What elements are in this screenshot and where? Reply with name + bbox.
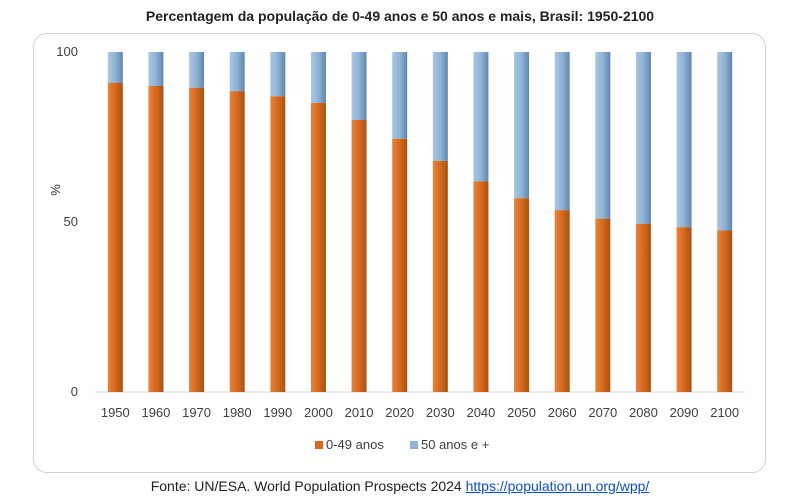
source-link[interactable]: https://population.un.org/wpp/ <box>465 478 650 494</box>
x-tick-label: 2080 <box>629 405 658 420</box>
bar-age-0-49 <box>148 86 164 392</box>
bar-age-0-49 <box>514 198 530 392</box>
source-note: Fonte: UN/ESA. World Population Prospect… <box>0 478 800 494</box>
y-tick-label: 0 <box>71 384 78 399</box>
bar-age-0-49 <box>432 160 448 392</box>
x-tick-label: 2070 <box>588 405 617 420</box>
bar-age-50-plus <box>676 52 692 228</box>
bar-age-0-49 <box>229 91 245 392</box>
bar-age-0-49 <box>310 103 326 392</box>
y-axis-label: % <box>48 184 63 196</box>
x-tick-label: 2040 <box>466 405 495 420</box>
bar-age-0-49 <box>351 120 367 392</box>
bar-age-50-plus <box>148 52 164 86</box>
x-tick-label: 1970 <box>182 405 211 420</box>
bar-age-0-49 <box>392 138 408 392</box>
bar-age-0-49 <box>635 223 651 392</box>
bar-age-0-49 <box>107 82 123 392</box>
bar-age-50-plus <box>554 52 570 211</box>
x-tick-label: 2020 <box>385 405 414 420</box>
x-tick-label: 1990 <box>263 405 292 420</box>
bar-age-50-plus <box>635 52 651 224</box>
legend-label: 50 anos e + <box>421 437 489 452</box>
x-tick-label: 1960 <box>141 405 170 420</box>
x-tick-label: 1950 <box>101 405 130 420</box>
x-tick-label: 2050 <box>507 405 536 420</box>
bar-age-0-49 <box>270 96 286 392</box>
bar-age-0-49 <box>473 181 489 392</box>
bar-age-50-plus <box>717 52 733 231</box>
bar-age-0-49 <box>189 87 205 392</box>
bar-age-50-plus <box>473 52 489 182</box>
chart-title: Percentagem da população de 0-49 anos e … <box>145 8 655 24</box>
bar-age-0-49 <box>595 218 611 392</box>
x-tick-label: 2030 <box>426 405 455 420</box>
bar-age-50-plus <box>189 52 205 88</box>
source-text: Fonte: UN/ESA. World Population Prospect… <box>150 478 462 494</box>
bar-age-50-plus <box>514 52 530 199</box>
legend-swatch <box>315 441 323 449</box>
bar-age-50-plus <box>270 52 286 97</box>
bar-age-0-49 <box>554 210 570 392</box>
x-tick-label: 2100 <box>710 405 739 420</box>
legend-swatch <box>410 441 418 449</box>
x-tick-label: 2010 <box>345 405 374 420</box>
x-tick-label: 2060 <box>548 405 577 420</box>
bar-age-0-49 <box>717 230 733 392</box>
bar-age-50-plus <box>392 52 408 139</box>
x-tick-label: 1980 <box>223 405 252 420</box>
legend-label: 0-49 anos <box>326 437 384 452</box>
bar-age-0-49 <box>676 227 692 392</box>
x-tick-label: 2090 <box>670 405 699 420</box>
legend: 0-49 anos 50 anos e + <box>315 437 489 452</box>
bar-age-50-plus <box>595 52 611 219</box>
bar-age-50-plus <box>229 52 245 92</box>
x-tick-label: 2000 <box>304 405 333 420</box>
bar-age-50-plus <box>351 52 367 120</box>
bar-age-50-plus <box>432 52 448 161</box>
bar-age-50-plus <box>107 52 123 83</box>
y-tick-label: 100 <box>56 44 78 59</box>
y-tick-label: 50 <box>64 214 78 229</box>
bar-age-50-plus <box>310 52 326 103</box>
